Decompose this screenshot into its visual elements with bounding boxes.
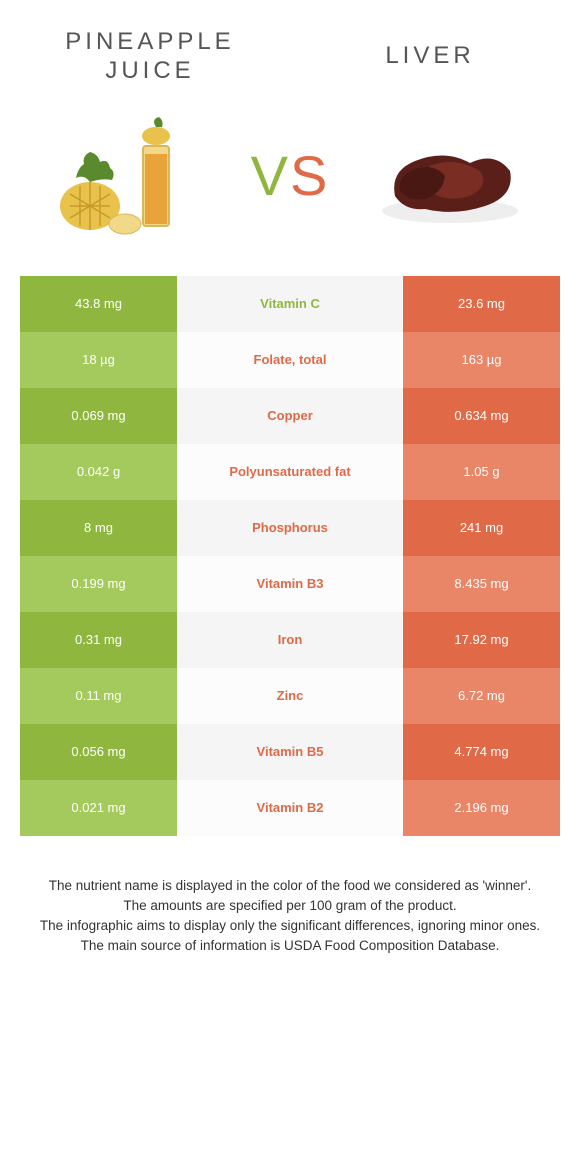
table-row: 0.021 mgVitamin B22.196 mg: [20, 780, 560, 836]
liver-icon: [370, 116, 530, 236]
left-value: 0.11 mg: [20, 668, 177, 724]
left-value: 8 mg: [20, 500, 177, 556]
nutrient-label: Vitamin C: [177, 276, 403, 332]
left-value: 0.021 mg: [20, 780, 177, 836]
right-value: 1.05 g: [403, 444, 560, 500]
nutrient-label: Polyunsaturated fat: [177, 444, 403, 500]
footnotes: The nutrient name is displayed in the co…: [0, 836, 580, 957]
table-row: 0.31 mgIron17.92 mg: [20, 612, 560, 668]
footnote-2: The amounts are specified per 100 gram o…: [30, 896, 550, 916]
nutrient-label: Copper: [177, 388, 403, 444]
table-row: 0.056 mgVitamin B54.774 mg: [20, 724, 560, 780]
left-value: 0.042 g: [20, 444, 177, 500]
food-right-title: LIVER: [385, 42, 474, 71]
table-row: 0.069 mgCopper0.634 mg: [20, 388, 560, 444]
vs-label: VS: [251, 143, 330, 208]
nutrient-label: Folate, total: [177, 332, 403, 388]
left-value: 43.8 mg: [20, 276, 177, 332]
table-row: 43.8 mgVitamin C23.6 mg: [20, 276, 560, 332]
right-value: 17.92 mg: [403, 612, 560, 668]
right-value: 23.6 mg: [403, 276, 560, 332]
nutrient-label: Vitamin B5: [177, 724, 403, 780]
right-value: 0.634 mg: [403, 388, 560, 444]
table-row: 8 mgPhosphorus241 mg: [20, 500, 560, 556]
nutrient-label: Zinc: [177, 668, 403, 724]
header: PINEAPPLE JUICE LIVER: [0, 0, 580, 96]
nutrient-label: Vitamin B3: [177, 556, 403, 612]
nutrient-table: 43.8 mgVitamin C23.6 mg18 µgFolate, tota…: [20, 276, 560, 836]
header-right-title: LIVER: [330, 28, 530, 86]
header-left-title: PINEAPPLE JUICE: [50, 28, 250, 86]
left-value: 18 µg: [20, 332, 177, 388]
nutrient-label: Phosphorus: [177, 500, 403, 556]
left-value: 0.199 mg: [20, 556, 177, 612]
right-value: 8.435 mg: [403, 556, 560, 612]
table-row: 0.11 mgZinc6.72 mg: [20, 668, 560, 724]
table-row: 18 µgFolate, total163 µg: [20, 332, 560, 388]
vs-row: VS: [0, 96, 580, 276]
left-value: 0.31 mg: [20, 612, 177, 668]
right-value: 4.774 mg: [403, 724, 560, 780]
table-row: 0.199 mgVitamin B38.435 mg: [20, 556, 560, 612]
food-left-title: PINEAPPLE JUICE: [50, 28, 250, 86]
right-value: 6.72 mg: [403, 668, 560, 724]
vs-s-letter: S: [290, 144, 329, 207]
left-value: 0.056 mg: [20, 724, 177, 780]
footnote-1: The nutrient name is displayed in the co…: [30, 876, 550, 896]
footnote-4: The main source of information is USDA F…: [30, 936, 550, 956]
nutrient-label: Vitamin B2: [177, 780, 403, 836]
right-value: 2.196 mg: [403, 780, 560, 836]
right-value: 241 mg: [403, 500, 560, 556]
nutrient-label: Iron: [177, 612, 403, 668]
pineapple-juice-icon: [50, 116, 210, 236]
left-value: 0.069 mg: [20, 388, 177, 444]
vs-v-letter: V: [251, 144, 290, 207]
right-value: 163 µg: [403, 332, 560, 388]
table-row: 0.042 gPolyunsaturated fat1.05 g: [20, 444, 560, 500]
footnote-3: The infographic aims to display only the…: [30, 916, 550, 936]
